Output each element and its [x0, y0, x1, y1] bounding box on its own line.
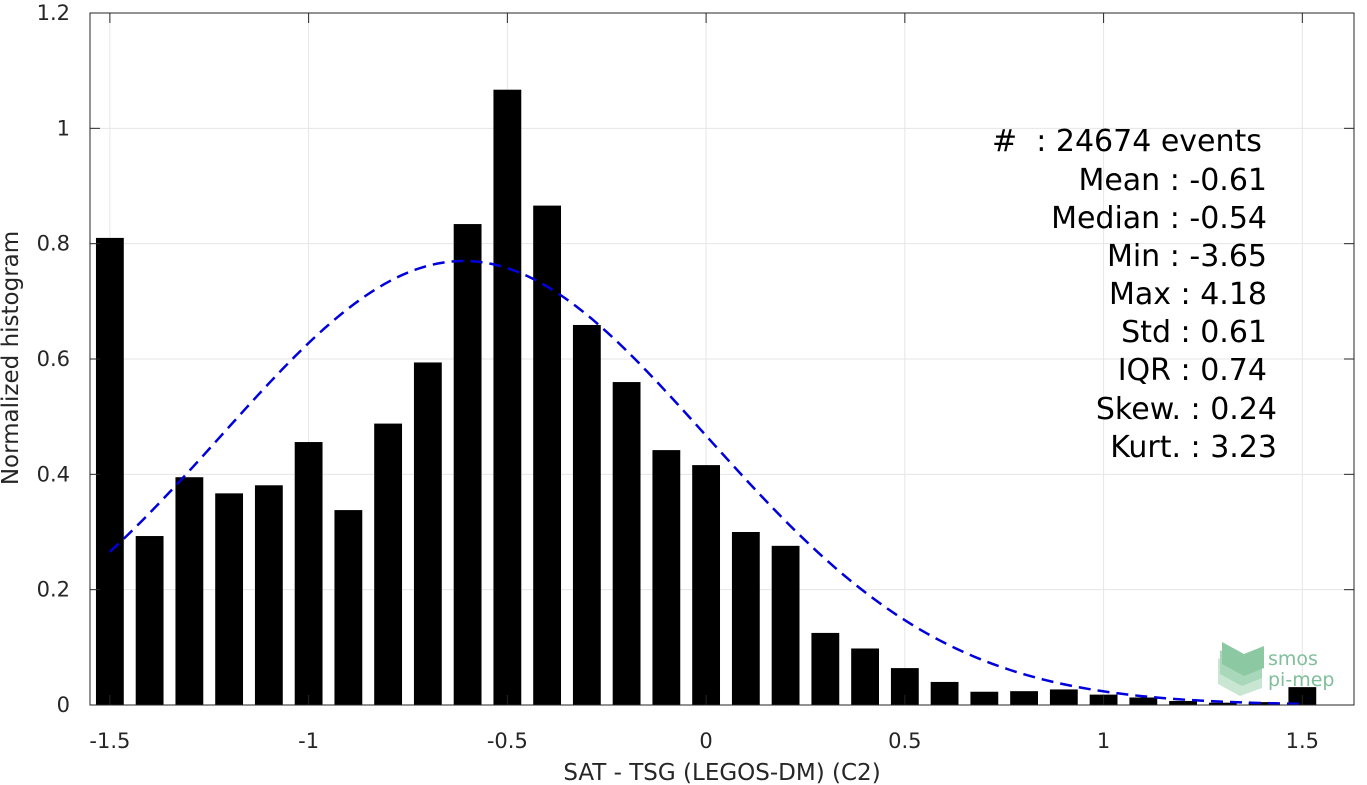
stats-std: Std : 0.61	[1121, 315, 1267, 350]
smos-pi-mep-logo: smos pi-mep	[1218, 642, 1334, 696]
histogram-bar	[215, 493, 244, 705]
x-axis-label: SAT - TSG (LEGOS-DM) (C2)	[563, 760, 880, 785]
y-tick-label: 0	[57, 693, 70, 717]
histogram-bars	[95, 89, 1317, 706]
histogram-bar	[95, 237, 124, 705]
x-tick-label: -1.5	[89, 729, 130, 753]
histogram-bar	[811, 632, 840, 705]
stats-kurt: Kurt. : 3.23	[1110, 430, 1277, 465]
histogram-bar	[453, 224, 482, 705]
histogram-bar	[692, 465, 721, 705]
logo-text-line1: smos	[1268, 648, 1318, 670]
histogram-bar	[254, 485, 283, 705]
histogram-bar	[612, 382, 641, 705]
histogram-bar	[1248, 702, 1277, 705]
x-tick-label: 0.5	[888, 729, 921, 753]
x-tick-label: -1	[298, 729, 319, 753]
histogram-bar	[135, 536, 164, 705]
y-tick-label: 0.2	[37, 578, 70, 602]
y-tick-label: 1	[57, 116, 70, 140]
histogram-bar	[493, 89, 522, 706]
stats-iqr: IQR : 0.74	[1118, 353, 1267, 388]
x-tick-label: 1.5	[1286, 729, 1319, 753]
histogram-bar	[970, 691, 999, 705]
y-tick-label: 0.6	[37, 347, 70, 371]
statistics-annotation: # : 24674 events Mean : -0.61 Median : -…	[992, 124, 1277, 465]
axis-ticks	[90, 12, 1354, 706]
y-axis-tick-labels: 0 0.2 0.4 0.6 0.8 1 1.2	[37, 1, 70, 717]
histogram-bar	[1010, 691, 1038, 705]
histogram-bar	[294, 442, 323, 705]
y-tick-label: 1.2	[37, 1, 70, 25]
x-tick-label: 0	[699, 729, 712, 753]
histogram-bar	[771, 545, 800, 705]
histogram-bar	[930, 681, 959, 705]
histogram-bar	[731, 532, 760, 705]
stats-skew: Skew. : 0.24	[1096, 392, 1277, 427]
histogram-bar	[1208, 702, 1237, 705]
logo-layers-icon	[1218, 642, 1264, 696]
stats-mean: Mean : -0.61	[1078, 163, 1267, 198]
histogram-bar	[334, 510, 363, 705]
histogram-bar	[851, 648, 880, 705]
stats-min: Min : -3.65	[1107, 239, 1267, 274]
x-axis-tick-labels: -1.5 -1 -0.5 0 0.5 1 1.5	[89, 729, 1319, 753]
histogram-bar	[413, 362, 442, 705]
histogram-bar	[1129, 697, 1158, 705]
normal-fit-curve	[109, 259, 1303, 706]
y-tick-label: 0.4	[37, 462, 70, 486]
x-tick-label: -0.5	[487, 729, 528, 753]
histogram-bar	[175, 477, 204, 705]
logo-text-line2: pi-mep	[1268, 669, 1334, 691]
histogram-bar	[1049, 689, 1078, 705]
histogram-bar	[1169, 700, 1197, 705]
histogram-bar	[533, 205, 562, 705]
stats-count: # : 24674 events	[992, 124, 1262, 159]
stats-median: Median : -0.54	[1051, 201, 1267, 236]
y-axis-label: Normalized histogram	[0, 231, 24, 485]
x-tick-label: 1	[1097, 729, 1110, 753]
histogram-bar	[572, 324, 601, 705]
y-tick-label: 0.8	[37, 232, 70, 256]
histogram-bar	[374, 423, 403, 705]
histogram-bar	[652, 450, 681, 705]
stats-max: Max : 4.18	[1109, 277, 1267, 312]
